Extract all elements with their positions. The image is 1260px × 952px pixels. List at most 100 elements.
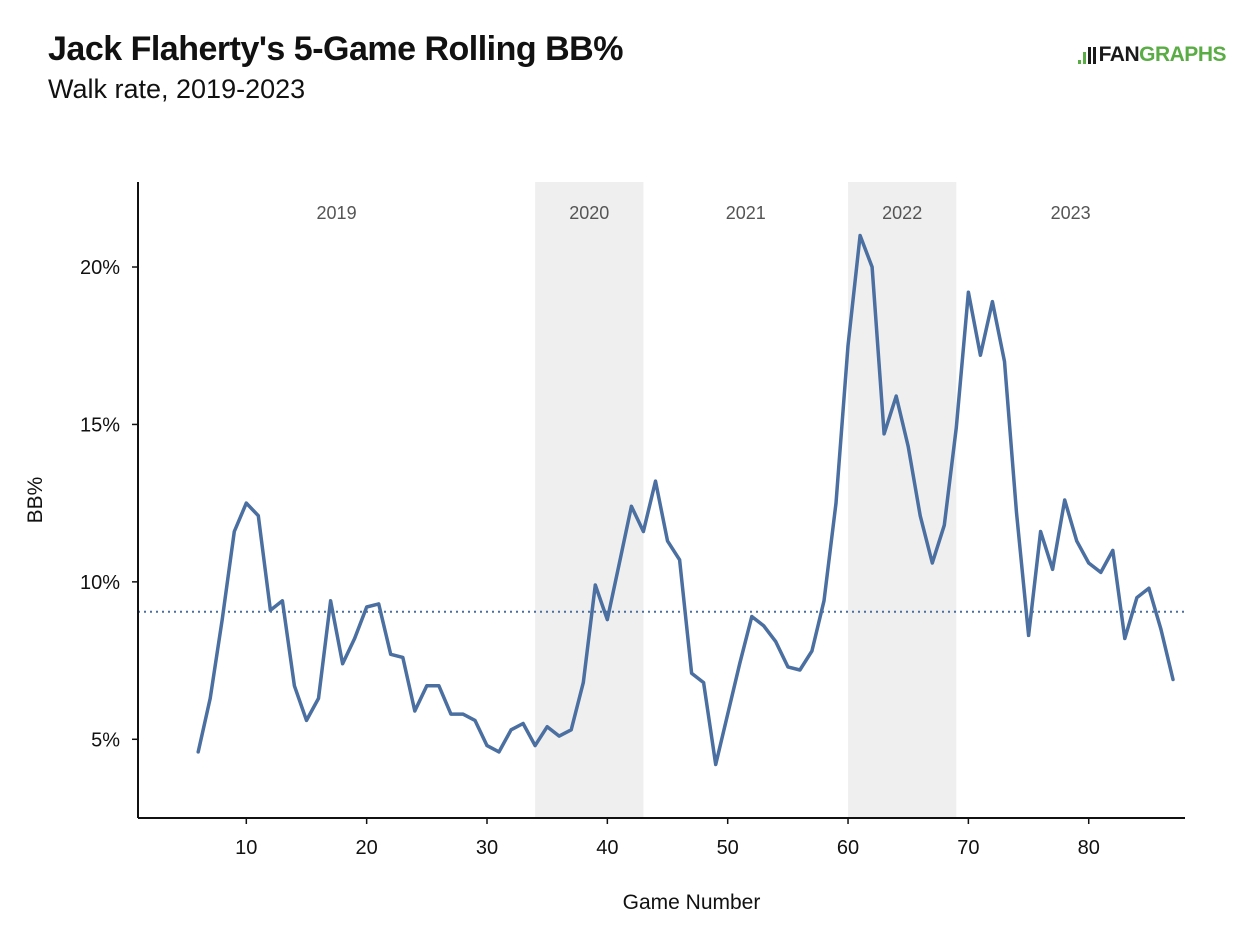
data-point — [846, 344, 850, 348]
data-point — [1063, 498, 1067, 502]
data-point — [1147, 586, 1151, 590]
data-point — [256, 514, 260, 518]
data-point — [750, 615, 754, 618]
data-point — [1171, 678, 1175, 681]
data-point — [617, 561, 621, 565]
data-point — [569, 728, 573, 732]
data-point — [666, 539, 669, 543]
fangraphs-logo-icon — [1077, 47, 1096, 64]
data-point — [377, 602, 381, 606]
data-point — [485, 744, 489, 748]
data-point — [437, 684, 441, 688]
data-point — [509, 728, 513, 732]
x-tick-label: 80 — [1078, 837, 1100, 859]
x-tick-label: 40 — [596, 837, 618, 859]
data-point — [726, 712, 730, 716]
data-point — [1099, 570, 1103, 574]
logo-text-fan: FAN — [1098, 43, 1140, 66]
data-point — [533, 744, 537, 748]
data-point — [978, 353, 982, 357]
data-point — [1111, 548, 1115, 552]
x-tick-label: 30 — [476, 837, 498, 859]
y-axis-title: BB% — [24, 477, 47, 524]
data-point — [894, 394, 898, 398]
data-point — [244, 501, 248, 505]
data-point — [280, 599, 284, 603]
data-point — [930, 561, 934, 565]
data-point — [629, 504, 633, 508]
x-axis-title: Game Number — [623, 891, 761, 914]
data-point — [966, 290, 970, 294]
x-tick-label: 10 — [235, 837, 257, 859]
logo-text-graphs: GRAPHS — [1139, 43, 1226, 66]
data-point — [1027, 633, 1031, 637]
data-point — [1159, 627, 1163, 631]
y-axis-ticks: 5% 10% 15% 20% — [80, 257, 138, 751]
data-point — [341, 662, 345, 666]
y-tick-label: 5% — [91, 729, 120, 751]
data-point — [690, 671, 694, 675]
data-point — [220, 618, 224, 622]
data-point — [605, 618, 609, 622]
data-point — [232, 530, 236, 533]
data-point — [1051, 567, 1055, 571]
data-point — [641, 530, 645, 533]
data-point — [353, 637, 357, 640]
data-point — [268, 608, 272, 612]
x-tick-label: 50 — [717, 837, 739, 859]
data-point — [942, 523, 946, 527]
data-point — [786, 665, 790, 669]
season-label-2020: 2020 — [569, 203, 609, 223]
season-shade-2022 — [848, 182, 957, 818]
data-point — [954, 426, 958, 430]
x-tick-label: 60 — [837, 837, 859, 859]
chart-title: Jack Flaherty's 5-Game Rolling BB% — [48, 30, 623, 68]
x-tick-label: 70 — [957, 837, 979, 859]
data-point — [292, 684, 296, 688]
data-point — [858, 234, 862, 237]
data-point — [834, 501, 838, 505]
data-point — [654, 479, 657, 483]
data-point — [497, 750, 501, 754]
data-point — [196, 750, 200, 754]
data-point — [208, 696, 212, 700]
data-point — [882, 432, 886, 436]
data-point — [305, 718, 308, 722]
series-lines — [196, 233, 1175, 767]
data-point — [1135, 596, 1139, 600]
data-point — [1087, 561, 1091, 565]
x-axis-ticks: 10 20 30 40 50 60 70 80 — [235, 818, 1100, 859]
y-tick-label: 15% — [80, 414, 120, 436]
y-tick-label: 20% — [80, 257, 120, 279]
data-point — [1075, 539, 1079, 543]
data-point — [798, 668, 802, 672]
data-point — [918, 514, 922, 518]
data-point — [449, 712, 453, 716]
data-point — [365, 605, 369, 609]
data-point — [906, 445, 910, 448]
series-line-0 — [196, 233, 1175, 767]
data-point — [870, 265, 874, 269]
data-point — [593, 583, 597, 587]
season-label-2023: 2023 — [1051, 203, 1091, 223]
data-point — [774, 640, 778, 644]
data-point — [401, 655, 405, 659]
season-label-2019: 2019 — [317, 203, 357, 223]
x-tick-label: 20 — [356, 837, 378, 859]
data-point — [990, 300, 994, 304]
data-point — [581, 681, 585, 685]
y-tick-label: 10% — [80, 572, 120, 594]
data-point — [1003, 360, 1006, 363]
data-point — [425, 684, 429, 688]
data-point — [317, 696, 320, 700]
season-label-2021: 2021 — [726, 203, 766, 223]
data-point — [545, 725, 549, 729]
data-point — [413, 709, 417, 713]
data-point — [557, 734, 561, 738]
chart-subtitle: Walk rate, 2019-2023 — [48, 74, 306, 104]
data-point — [329, 599, 333, 603]
data-point — [762, 624, 766, 628]
season-shade-2020 — [535, 182, 644, 818]
fangraphs-logo[interactable]: FAN GRAPHS — [1077, 42, 1226, 68]
